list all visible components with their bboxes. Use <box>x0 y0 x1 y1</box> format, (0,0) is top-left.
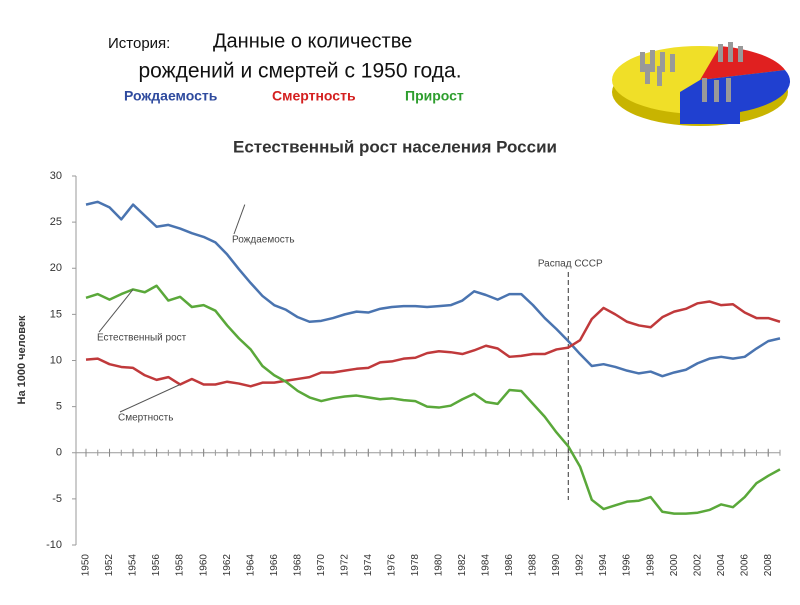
x-tick-label: 2000 <box>669 554 680 577</box>
x-tick-label: 1962 <box>222 554 233 577</box>
label-leader <box>119 384 181 413</box>
y-tick-label: 10 <box>50 354 62 366</box>
x-tick-label: 1968 <box>292 554 303 577</box>
x-tick-label: 2008 <box>763 554 774 577</box>
y-tick-label: 0 <box>56 447 62 459</box>
x-tick-label: 2004 <box>716 554 727 577</box>
x-tick-label: 1972 <box>339 554 350 577</box>
y-tick-label: 30 <box>50 170 62 182</box>
label-leader <box>98 289 134 333</box>
x-tick-label: 1954 <box>128 554 139 577</box>
x-tick-label: 1992 <box>575 554 586 577</box>
header-prefix: История: <box>108 35 170 52</box>
x-tick-label: 1980 <box>434 554 445 577</box>
x-tick-label: 1996 <box>622 554 633 577</box>
x-tick-label: 1988 <box>528 554 539 577</box>
y-tick-label: -5 <box>52 493 62 505</box>
x-tick-label: 1952 <box>104 554 115 577</box>
x-tick-label: 1966 <box>269 554 280 577</box>
series-line <box>85 300 781 388</box>
x-tick-label: 1986 <box>504 554 515 577</box>
header-title: рождений и смертей с 1950 года. <box>138 60 461 83</box>
y-tick-label: 20 <box>50 262 62 274</box>
pie-icon <box>612 42 791 126</box>
x-tick-label: 1970 <box>316 554 327 577</box>
y-axis-label: На 1000 человек <box>16 315 28 404</box>
y-tick-label: -10 <box>46 539 62 551</box>
x-tick-label: 1960 <box>198 554 209 577</box>
x-tick-label: 1974 <box>363 554 374 577</box>
series-label: Естественный рост <box>97 333 187 344</box>
y-tick-label: 25 <box>50 216 62 228</box>
x-tick-label: 2006 <box>739 554 750 577</box>
x-tick-label: 1982 <box>457 554 468 577</box>
x-tick-label: 1978 <box>410 554 421 577</box>
x-tick-label: 1994 <box>598 554 609 577</box>
x-tick-label: 1984 <box>481 554 492 577</box>
x-tick-label: 1976 <box>386 554 397 577</box>
chart-title: Естественный рост населения России <box>233 137 557 156</box>
header-legend-item: Прирост <box>405 88 464 104</box>
x-tick-label: 1950 <box>81 554 92 577</box>
x-tick-label: 1998 <box>645 554 656 577</box>
y-tick-label: 5 <box>56 401 62 413</box>
annotation-label: Распад СССР <box>538 259 603 270</box>
x-tick-label: 1958 <box>175 554 186 577</box>
x-tick-label: 1964 <box>245 554 256 577</box>
header-title: Данные о количестве <box>213 30 412 52</box>
x-tick-label: 1956 <box>151 554 162 577</box>
header-legend-item: Смертность <box>272 88 356 104</box>
series-line <box>85 284 781 515</box>
y-tick-label: 15 <box>50 308 62 320</box>
label-leader <box>233 204 246 235</box>
series-label: Смертность <box>118 413 173 424</box>
series-line <box>85 200 781 378</box>
x-tick-label: 2002 <box>692 554 703 577</box>
header-legend-item: Рождаемость <box>124 88 218 104</box>
x-tick-label: 1990 <box>551 554 562 577</box>
series-label: Рождаемость <box>232 235 295 246</box>
